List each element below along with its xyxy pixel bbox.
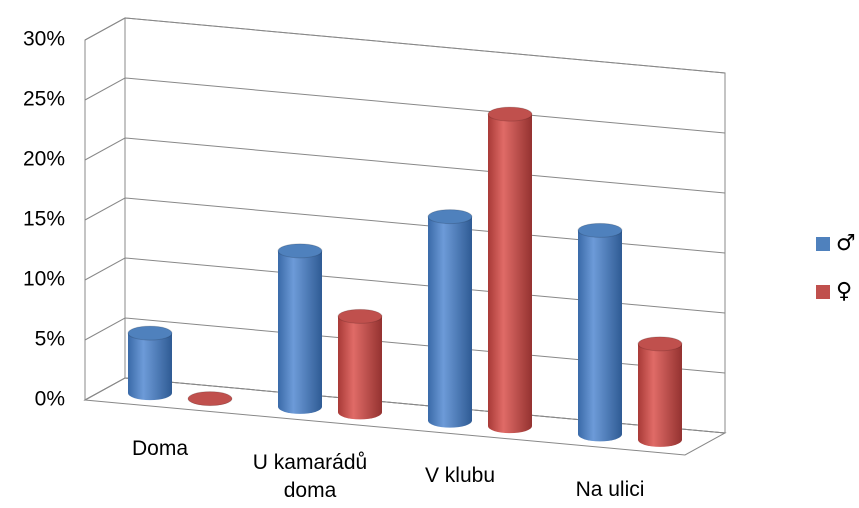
cylinder-top [487,106,533,122]
cylinder [637,336,683,447]
cylinder [487,106,533,434]
x-tick-label: U kamarádů doma [252,450,368,502]
grid-line [84,197,726,254]
grid-line [84,77,726,134]
cylinder-body [578,230,622,442]
x-tick-label: V klubu [424,464,496,488]
cylinder-body [638,343,682,447]
y-tick-label: 5% [35,328,65,351]
cylinder [577,222,623,442]
legend-label: ♀ [836,279,852,304]
legend-swatch [816,237,830,251]
y-tick-label: 10% [23,268,65,291]
cylinder [427,209,473,428]
grid-line [84,257,726,314]
legend-swatch [816,285,830,299]
cylinder-top [187,391,233,407]
x-tick-label: Na ulici [575,478,645,502]
legend-label: ♂ [836,231,856,256]
y-tick-label: 25% [23,88,65,111]
y-tick-label: 20% [23,148,65,171]
cylinder [277,243,323,414]
cylinder-top [637,336,683,352]
x-tick-label: Doma [131,436,189,460]
grid-line [84,377,726,434]
cylinder-body [278,250,322,414]
cylinder-body [488,114,532,434]
cylinder-body [428,216,472,428]
cylinder-top [277,243,323,259]
cylinder-top [337,308,383,324]
grid-line [84,17,726,74]
cylinder-top [127,325,173,341]
grid-line [84,317,726,374]
cylinder [127,325,173,401]
cylinder [187,391,233,407]
y-tick-label: 0% [35,388,65,411]
y-tick-label: 30% [23,28,65,51]
cylinder [337,308,383,420]
cylinder-top [427,209,473,225]
cylinder-body [128,333,172,401]
cylinder-top [577,222,623,238]
y-tick-label: 15% [23,208,65,231]
grid-line [84,137,726,194]
cylinder-body [338,316,382,420]
